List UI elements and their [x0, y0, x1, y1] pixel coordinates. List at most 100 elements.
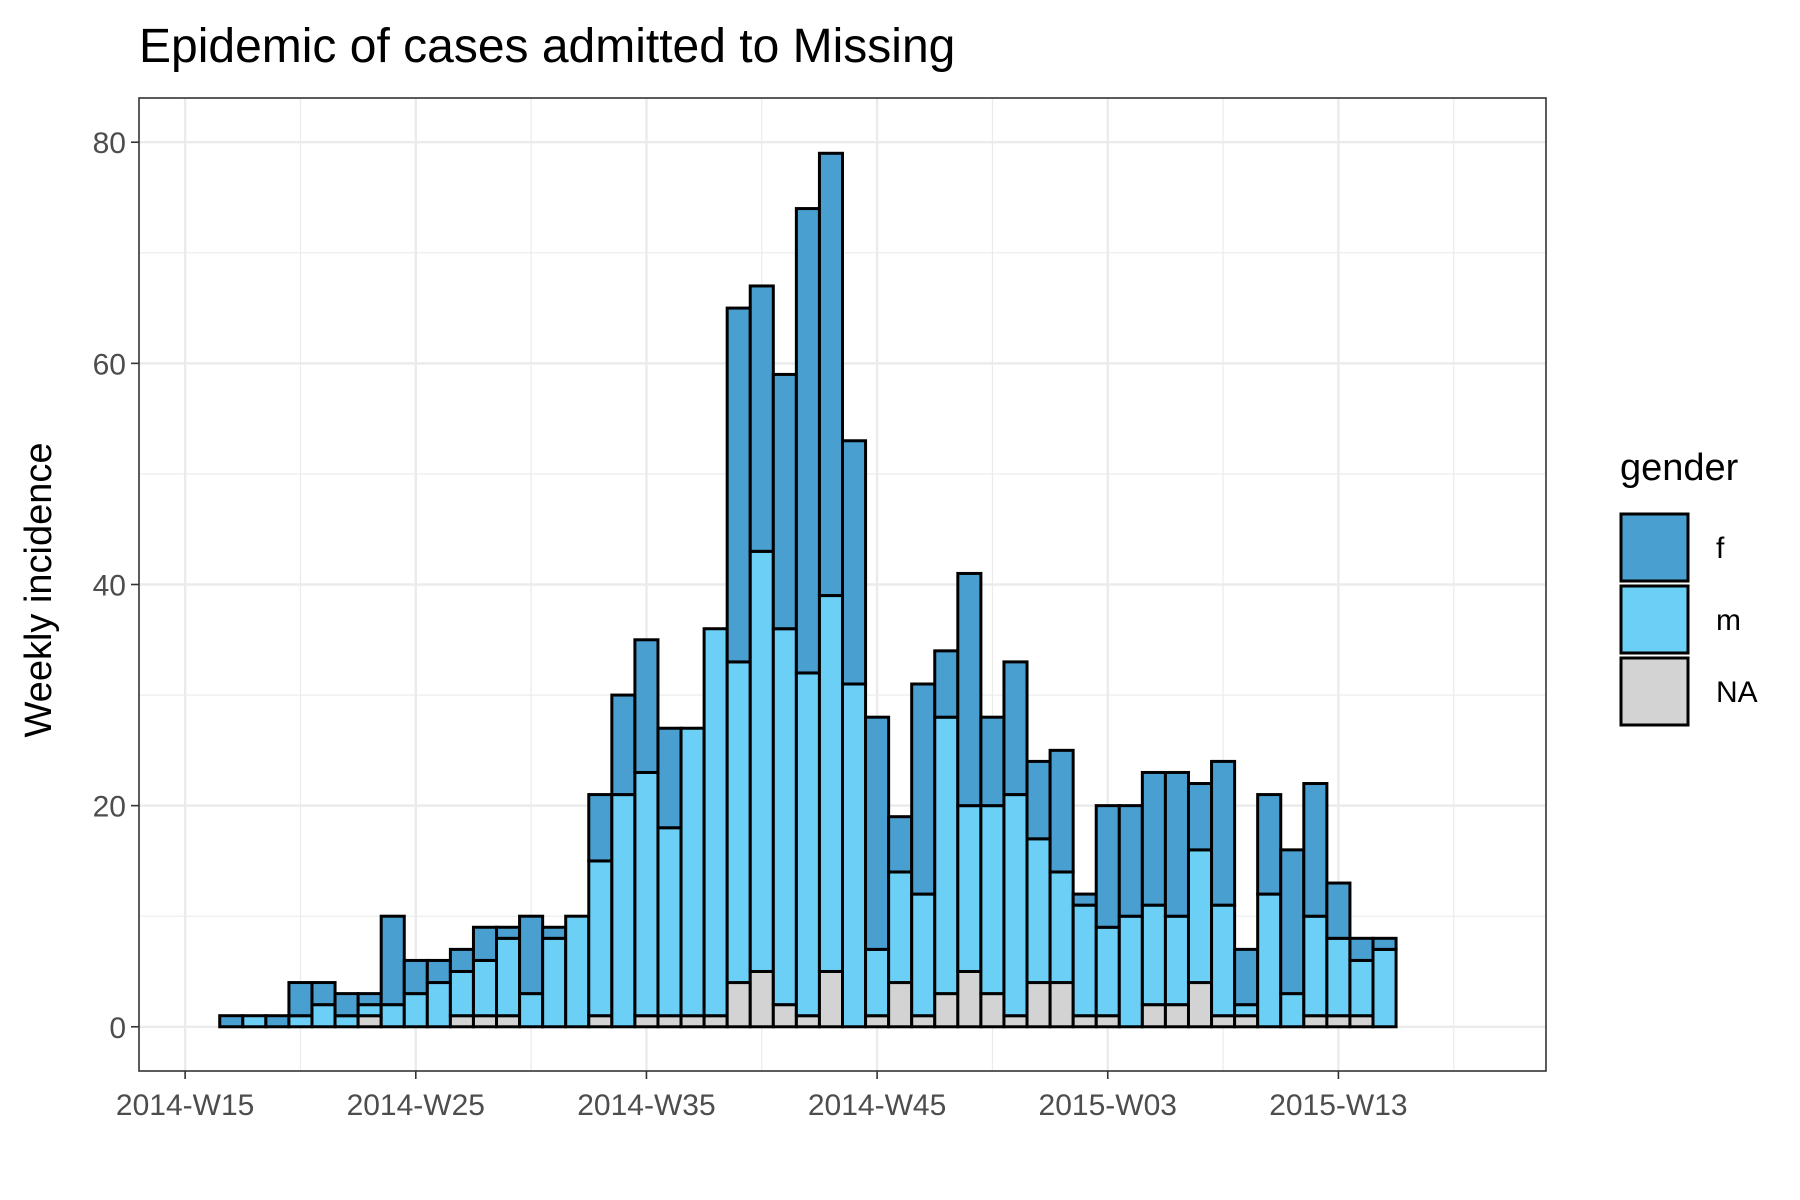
bar-f [333, 992, 360, 1018]
bar-m [933, 715, 960, 996]
bar-m [1094, 925, 1121, 1018]
bar-f [887, 815, 914, 874]
bar-f [633, 638, 660, 774]
bar-m [1071, 903, 1098, 1018]
legend: gender f m NA [1619, 447, 1758, 727]
y-tick-label: 20 [93, 791, 126, 824]
bar-m [1140, 903, 1167, 1007]
bar-m [841, 682, 868, 1029]
bar-na [1325, 1014, 1352, 1029]
bar-m [333, 1014, 360, 1029]
bar-na [702, 1014, 729, 1029]
bar-m [864, 947, 891, 1018]
bar-f [1371, 936, 1398, 951]
bar-na [1163, 1003, 1190, 1029]
bar-f [356, 992, 383, 1007]
bar-na [1302, 1014, 1329, 1029]
bar-f [1302, 782, 1329, 918]
bar-f [587, 793, 614, 863]
bar-na [979, 992, 1006, 1029]
bar-m [1210, 903, 1237, 1018]
bar-na [794, 1014, 821, 1029]
bar-m [587, 859, 614, 1018]
bar-m [1302, 914, 1329, 1018]
bar-f [425, 958, 452, 985]
bar-f [1233, 947, 1260, 1007]
x-tick-label: 2014-W45 [808, 1089, 946, 1122]
bar-f [1094, 804, 1121, 929]
bar-m [1256, 892, 1283, 1029]
bar-f [1071, 892, 1098, 907]
bar-na [956, 969, 983, 1029]
bar-m [956, 804, 983, 973]
legend-label-f: f [1716, 532, 1725, 565]
legend-label-na: NA [1716, 676, 1758, 709]
bar-m [1348, 958, 1375, 1018]
bar-na [679, 1014, 706, 1029]
legend-title: gender [1620, 447, 1739, 489]
bars [218, 151, 1398, 1029]
bar-m [794, 671, 821, 1018]
bar-f [864, 715, 891, 951]
x-tick-label: 2014-W35 [577, 1089, 715, 1122]
bar-m [241, 1014, 268, 1029]
y-axis: 0 20 40 60 80 [93, 127, 139, 1045]
legend-key-m [1619, 584, 1690, 655]
bar-m [771, 627, 798, 1007]
bar-na [1140, 1003, 1167, 1029]
chart-title: Epidemic of cases admitted to Missing [139, 20, 955, 73]
bar-m [725, 660, 752, 985]
bar-f [218, 1014, 245, 1029]
y-tick-label: 40 [93, 570, 126, 603]
bar-f [910, 682, 937, 896]
x-tick-label: 2015-W13 [1269, 1089, 1407, 1122]
bar-m [679, 726, 706, 1018]
bar-m [702, 627, 729, 1018]
y-tick-label: 80 [93, 127, 126, 160]
bar-f [979, 715, 1006, 808]
bar-f [1140, 770, 1167, 907]
bar-f [933, 649, 960, 719]
bar-na [495, 1014, 522, 1029]
bar-f [956, 571, 983, 808]
y-axis-title: Weekly incidence [18, 442, 60, 737]
bar-m [1279, 992, 1306, 1029]
bar-m [1117, 914, 1144, 1029]
bar-na [471, 1014, 499, 1029]
bar-na [587, 1014, 614, 1029]
bar-f [1325, 881, 1352, 940]
bar-na [1048, 981, 1075, 1029]
bar-m [633, 770, 660, 1018]
bar-m [748, 549, 775, 973]
bar-m [1233, 1003, 1260, 1018]
bar-na [817, 969, 845, 1029]
bar-f [1256, 793, 1283, 896]
bar-m [1371, 947, 1398, 1029]
bar-m [1325, 936, 1352, 1018]
bar-na [1186, 981, 1214, 1029]
bar-f [287, 981, 314, 1018]
bar-m [541, 936, 568, 1029]
bar-f [310, 981, 337, 1007]
bar-f [725, 306, 752, 664]
x-tick-label: 2014-W25 [347, 1089, 485, 1122]
bar-na [771, 1003, 798, 1029]
bar-na [1002, 1014, 1029, 1029]
bar-na [1348, 1014, 1375, 1029]
bar-f [448, 947, 475, 973]
bar-m [518, 992, 545, 1029]
bar-f [817, 151, 845, 598]
bar-f [1163, 770, 1190, 918]
bar-na [933, 992, 960, 1029]
bar-f [656, 726, 683, 830]
bar-m [425, 981, 452, 1029]
bar-m [310, 1003, 337, 1029]
bar-na [1094, 1014, 1121, 1029]
legend-key-na [1619, 656, 1690, 727]
bar-m [402, 992, 429, 1029]
bar-m [1002, 793, 1029, 1018]
bar-f [379, 914, 406, 1007]
bar-m [610, 793, 637, 1029]
